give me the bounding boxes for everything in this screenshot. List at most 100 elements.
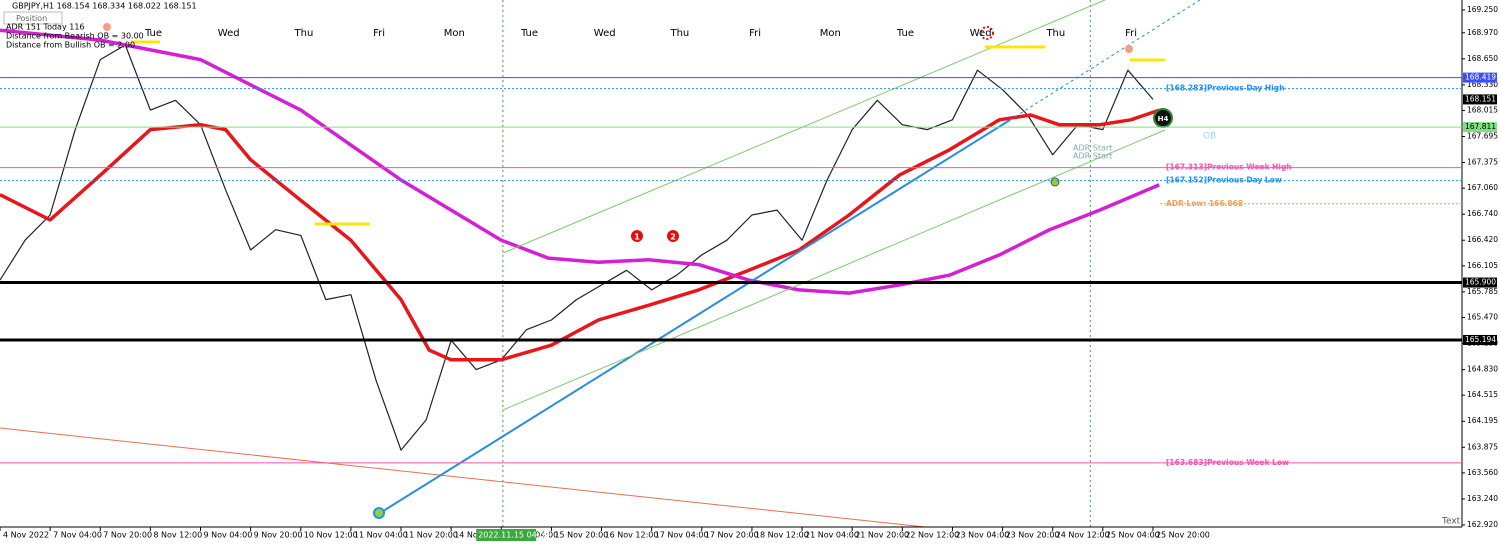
marker-2: [667, 230, 679, 242]
x-tick-label: 7 Nov 20:00: [103, 531, 152, 540]
x-tick-label: 9 Nov 04:00: [204, 531, 253, 540]
day-label: Wed: [218, 28, 240, 39]
x-tick-label: 11 Nov 20:00: [404, 531, 458, 540]
x-tick-label: 18 Nov 12:00: [755, 531, 809, 540]
bearish-ob-text: Distance from Bearish OB = 30.00: [6, 32, 144, 41]
price-box: [1463, 122, 1497, 133]
level-text: [167.313]Previous Week High: [1166, 163, 1292, 172]
trend-line: [1009, 0, 1201, 121]
day-label: Thu: [294, 28, 314, 39]
x-tick-label: 17 Nov 04:00: [655, 531, 709, 540]
day-label: Wed: [970, 28, 992, 39]
adr-start: ADR Start: [1073, 144, 1112, 153]
bullish-ob-text: Distance from Bullish OB = 2.00: [6, 41, 135, 50]
swing-low: [373, 507, 385, 519]
y-tick-label: 166.420: [1467, 235, 1498, 244]
series-line: [0, 44, 1154, 451]
adr-start: ADR Start: [1073, 152, 1112, 161]
price-box-label: 165.900: [1465, 278, 1496, 287]
day-label: Tue: [144, 28, 162, 39]
position-box[interactable]: [3, 11, 63, 25]
y-tick-label: 163.560: [1467, 468, 1498, 477]
y-tick-label: 165.785: [1467, 287, 1498, 296]
x-tick-label: 9 Nov 20:00: [254, 531, 303, 540]
series-line: [0, 28, 1160, 295]
y-tick-label: 164.515: [1467, 390, 1498, 399]
x-tick-label: 21 Nov 20:00: [855, 531, 909, 540]
cursor-label-box: [476, 529, 537, 541]
y-tick-label: 168.015: [1467, 105, 1498, 114]
y-tick-label: 168.330: [1467, 80, 1498, 89]
y-tick-label: 167.695: [1467, 132, 1498, 141]
level-text: ADR Low: 166.868: [1166, 199, 1243, 208]
x-tick-label: 7 Nov 04:00: [53, 531, 102, 540]
x-tick-label: 8 Nov 12:00: [153, 531, 202, 540]
x-tick-label: 23 Nov 20:00: [1006, 531, 1060, 540]
x-tick-label: 21 Nov 04:00: [805, 531, 859, 540]
day-label: Tue: [896, 28, 914, 39]
x-tick-label: 25 Nov 20:00: [1156, 531, 1210, 540]
corner-text: Text: [1441, 517, 1461, 527]
channel-line: [502, 0, 1106, 254]
y-tick-label: 163.240: [1467, 494, 1498, 503]
ob-label: OB: [1203, 132, 1216, 142]
day-label: Fri: [1125, 28, 1137, 39]
trend-line: [0, 427, 926, 528]
price-box-label: 168.419: [1465, 73, 1496, 82]
cursor-label: 2022.11.15 04:00: [478, 531, 549, 540]
adr-text: ADR 151 Today 116: [6, 23, 85, 32]
x-tick-label: 17 Nov 20:00: [705, 531, 759, 540]
marker-1: [631, 230, 643, 242]
y-tick-label: 167.060: [1467, 183, 1498, 192]
x-tick-label: 10 Nov 12:00: [304, 531, 358, 540]
swing-high: [103, 23, 111, 31]
y-tick-label: 163.875: [1467, 442, 1498, 451]
level-text: [167.152]Previous Day Low: [1166, 176, 1282, 185]
y-tick-label: 168.970: [1467, 28, 1498, 37]
day-label: Thu: [669, 28, 689, 39]
y-tick-label: 166.105: [1467, 261, 1498, 270]
y-tick-label: 164.195: [1467, 416, 1498, 425]
swing-low: [1050, 177, 1060, 187]
h4-text: H4: [1158, 115, 1169, 123]
level-text: [168.283]Previous Day High: [1166, 84, 1284, 93]
price-box: [1463, 94, 1497, 105]
trend-line: [379, 119, 1011, 514]
y-tick-label: 166.740: [1467, 209, 1498, 218]
day-label: Thu: [1045, 28, 1065, 39]
price-box-label: 167.811: [1465, 122, 1496, 131]
y-tick-label: 168.650: [1467, 54, 1498, 63]
x-tick-label: 11 Nov 04:00: [354, 531, 408, 540]
y-tick-label: 167.375: [1467, 158, 1498, 167]
marker-1-text: 1: [634, 233, 640, 242]
level-text: [163.683]Previous Week Low: [1166, 458, 1289, 467]
y-tick-label: 169.250: [1467, 5, 1498, 14]
x-tick-label: 16 Nov 12:00: [605, 531, 659, 540]
position-label[interactable]: Position: [16, 14, 47, 23]
y-tick-label: 165.470: [1467, 313, 1498, 322]
day-label: Fri: [749, 28, 761, 39]
day-label: Mon: [820, 28, 841, 39]
price-box: [1463, 334, 1497, 345]
x-tick-label: 25 Nov 04:00: [1106, 531, 1160, 540]
price-box: [1463, 72, 1497, 83]
x-tick-label: 15 Nov 20:00: [554, 531, 608, 540]
channel-line: [502, 129, 1166, 411]
x-tick-label: 24 Nov 12:00: [1056, 531, 1110, 540]
swing-high: [1125, 45, 1133, 53]
price-box: [1463, 277, 1497, 288]
marker-2-text: 2: [670, 233, 676, 242]
day-label: Wed: [594, 28, 616, 39]
day-label: Fri: [373, 28, 385, 39]
x-tick-label: 4 Nov 2022: [3, 531, 49, 540]
x-tick-label: 23 Nov 04:00: [955, 531, 1009, 540]
y-tick-label: 164.830: [1467, 365, 1498, 374]
day-label: Mon: [444, 28, 465, 39]
day-label: Tue: [520, 28, 538, 39]
x-tick-label: 22 Nov 12:00: [905, 531, 959, 540]
price-box-label: 168.151: [1465, 94, 1496, 103]
y-tick-label: 162.920: [1467, 520, 1498, 529]
